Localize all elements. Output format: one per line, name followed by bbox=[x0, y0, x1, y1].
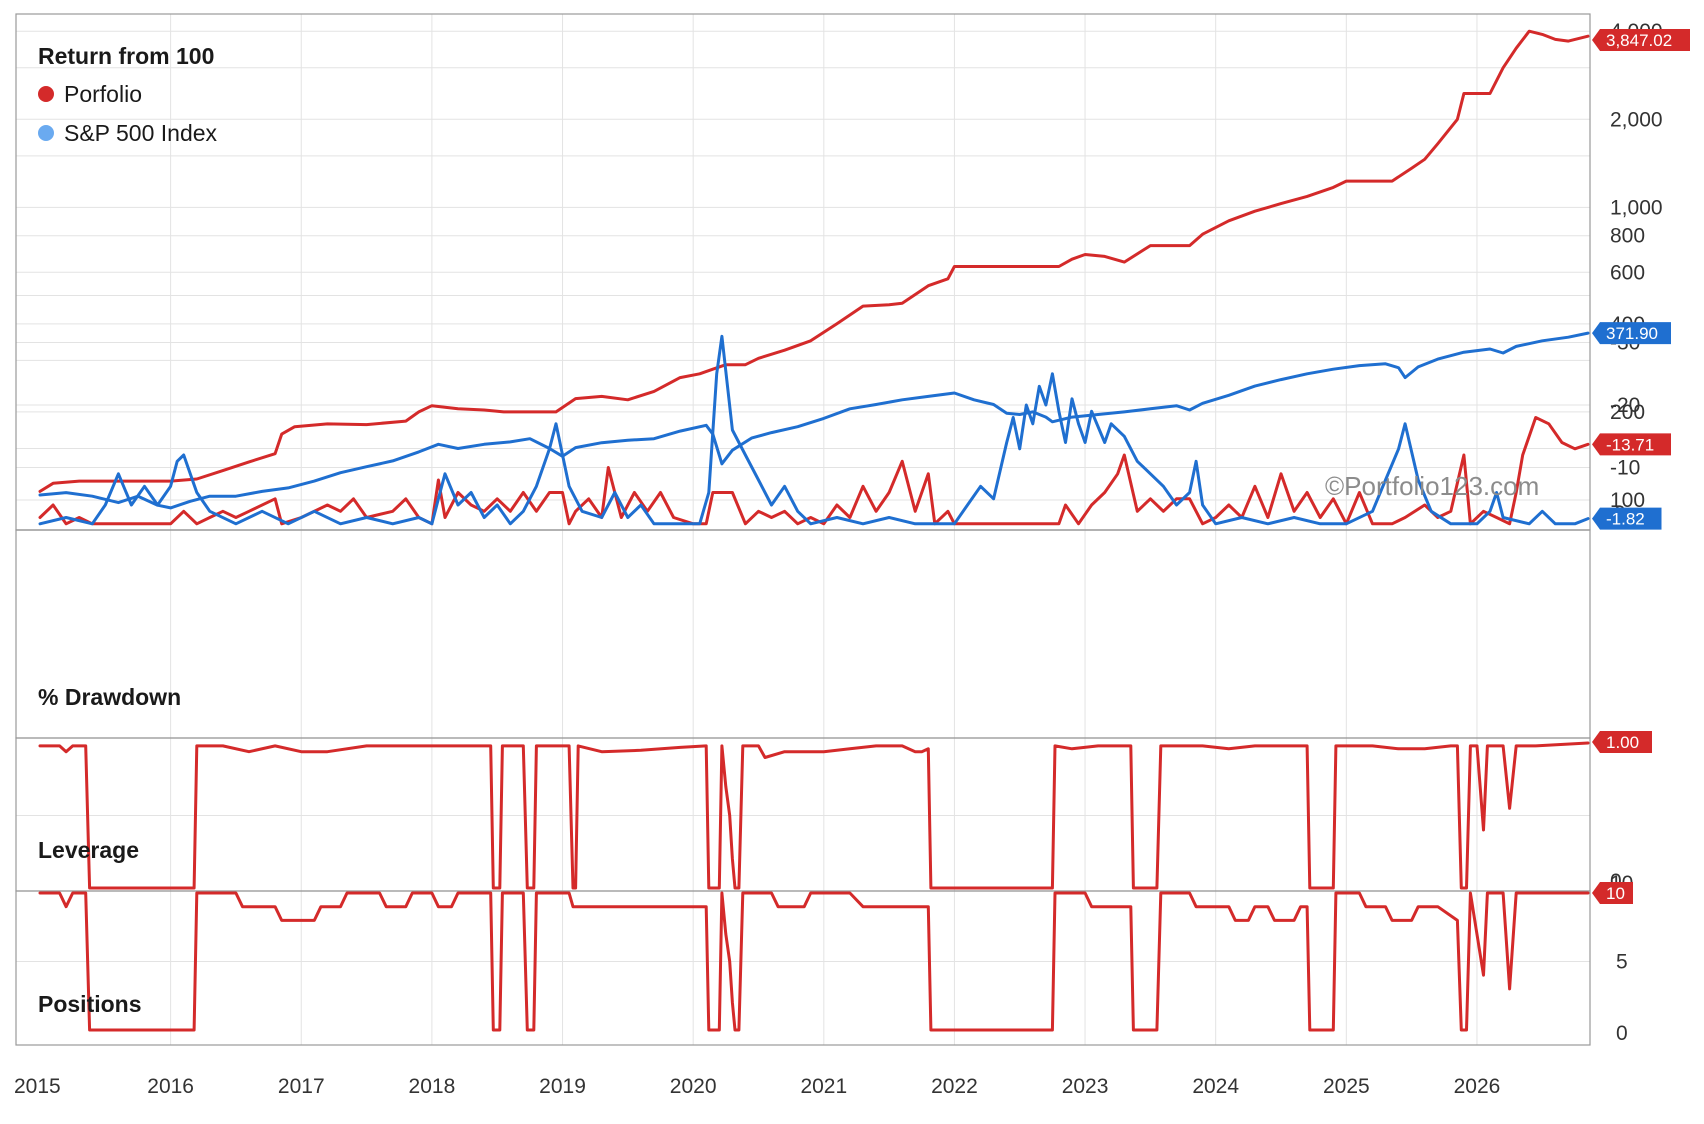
frame-layer bbox=[15, 13, 1591, 1046]
last-value-tag-portfolio-bg bbox=[1592, 29, 1690, 51]
y-tick-label-return: 200 bbox=[1610, 401, 1645, 424]
y-tick-label-leverage: 0 bbox=[1610, 870, 1622, 893]
drawdown-tag-portfolio-bg bbox=[1592, 433, 1671, 456]
watermark: ©Portfolio123.com bbox=[1325, 471, 1539, 501]
axis-layer: 2015 2016 2017 2018 2019 2020 2021 2022 2023 2024… bbox=[14, 20, 1663, 1098]
panel-frame-1 bbox=[15, 529, 1591, 739]
legend-dot-portfolio bbox=[38, 86, 54, 102]
y-tick-label-return: 2,000 bbox=[1610, 108, 1663, 131]
series-line-benchmark bbox=[38, 334, 1590, 526]
grid-layer bbox=[16, 14, 1590, 1045]
x-tick-label: 2024 bbox=[1192, 1075, 1239, 1098]
panel-frame-3 bbox=[15, 890, 1591, 1046]
leverage-tag: 1.00 bbox=[1606, 733, 1639, 752]
x-tick-label: 2016 bbox=[147, 1075, 194, 1098]
x-tick-label: 2025 bbox=[1323, 1075, 1370, 1098]
y-tick-label-return: 100 bbox=[1610, 489, 1645, 512]
series-layer bbox=[38, 29, 1590, 1032]
positions-panel-title: Positions bbox=[38, 991, 142, 1017]
drawdown-tag-benchmark-bg bbox=[1592, 507, 1662, 530]
legend-dot-benchmark bbox=[38, 125, 54, 141]
legend-item-benchmark: S&P 500 Index bbox=[64, 120, 218, 146]
positions-tag: 10 bbox=[1606, 884, 1625, 903]
x-tick-label: 2019 bbox=[539, 1075, 586, 1098]
x-tick-label: 2018 bbox=[409, 1075, 456, 1098]
legend: Return from 100 Porfolio S&P 500 Index bbox=[38, 43, 218, 146]
series-line-portfolio bbox=[38, 891, 1590, 1032]
positions-tag-bg bbox=[1592, 882, 1633, 904]
y-tick-label-positions: 0 bbox=[1616, 1022, 1628, 1045]
y-tick-label-drawdown: -20 bbox=[1610, 394, 1640, 417]
y-tick-label-return: 800 bbox=[1610, 225, 1645, 248]
drawdown-tag-portfolio: -13.71 bbox=[1606, 435, 1654, 454]
x-tick-label: 2023 bbox=[1062, 1075, 1109, 1098]
last-value-tag-portfolio: 3,847.02 bbox=[1606, 31, 1672, 50]
x-tick-label: 2017 bbox=[278, 1075, 325, 1098]
value-tag-layer: 3,847.02 371.90 -1.82 -13.71 1.00 10 bbox=[1592, 29, 1690, 904]
y-tick-label-return: 600 bbox=[1610, 261, 1645, 284]
y-tick-label-drawdown: -10 bbox=[1610, 457, 1640, 480]
series-line-benchmark bbox=[38, 331, 1590, 510]
drawdown-tag-benchmark: -1.82 bbox=[1606, 510, 1645, 529]
panel-frame-2 bbox=[15, 737, 1591, 892]
leverage-tag-bg bbox=[1592, 731, 1652, 753]
last-value-tag-benchmark: 371.90 bbox=[1606, 324, 1658, 343]
x-tick-label: 2020 bbox=[670, 1075, 717, 1098]
last-value-tag-benchmark-bg bbox=[1592, 322, 1671, 345]
drawdown-panel-title: % Drawdown bbox=[38, 684, 181, 710]
series-line-portfolio bbox=[38, 29, 1590, 493]
x-tick-label: 2026 bbox=[1454, 1075, 1501, 1098]
y-tick-label-positions: 5 bbox=[1616, 951, 1628, 974]
legend-title: Return from 100 bbox=[38, 43, 214, 69]
series-line-portfolio bbox=[38, 416, 1590, 526]
x-tick-label: 2022 bbox=[931, 1075, 978, 1098]
series-line-portfolio bbox=[38, 741, 1590, 890]
x-tick-label: 2021 bbox=[800, 1075, 847, 1098]
y-tick-label-return: 1,000 bbox=[1610, 196, 1663, 219]
leverage-panel-title: Leverage bbox=[38, 837, 139, 863]
x-tick-label: 2015 bbox=[14, 1075, 61, 1098]
legend-item-portfolio: Porfolio bbox=[64, 81, 142, 107]
